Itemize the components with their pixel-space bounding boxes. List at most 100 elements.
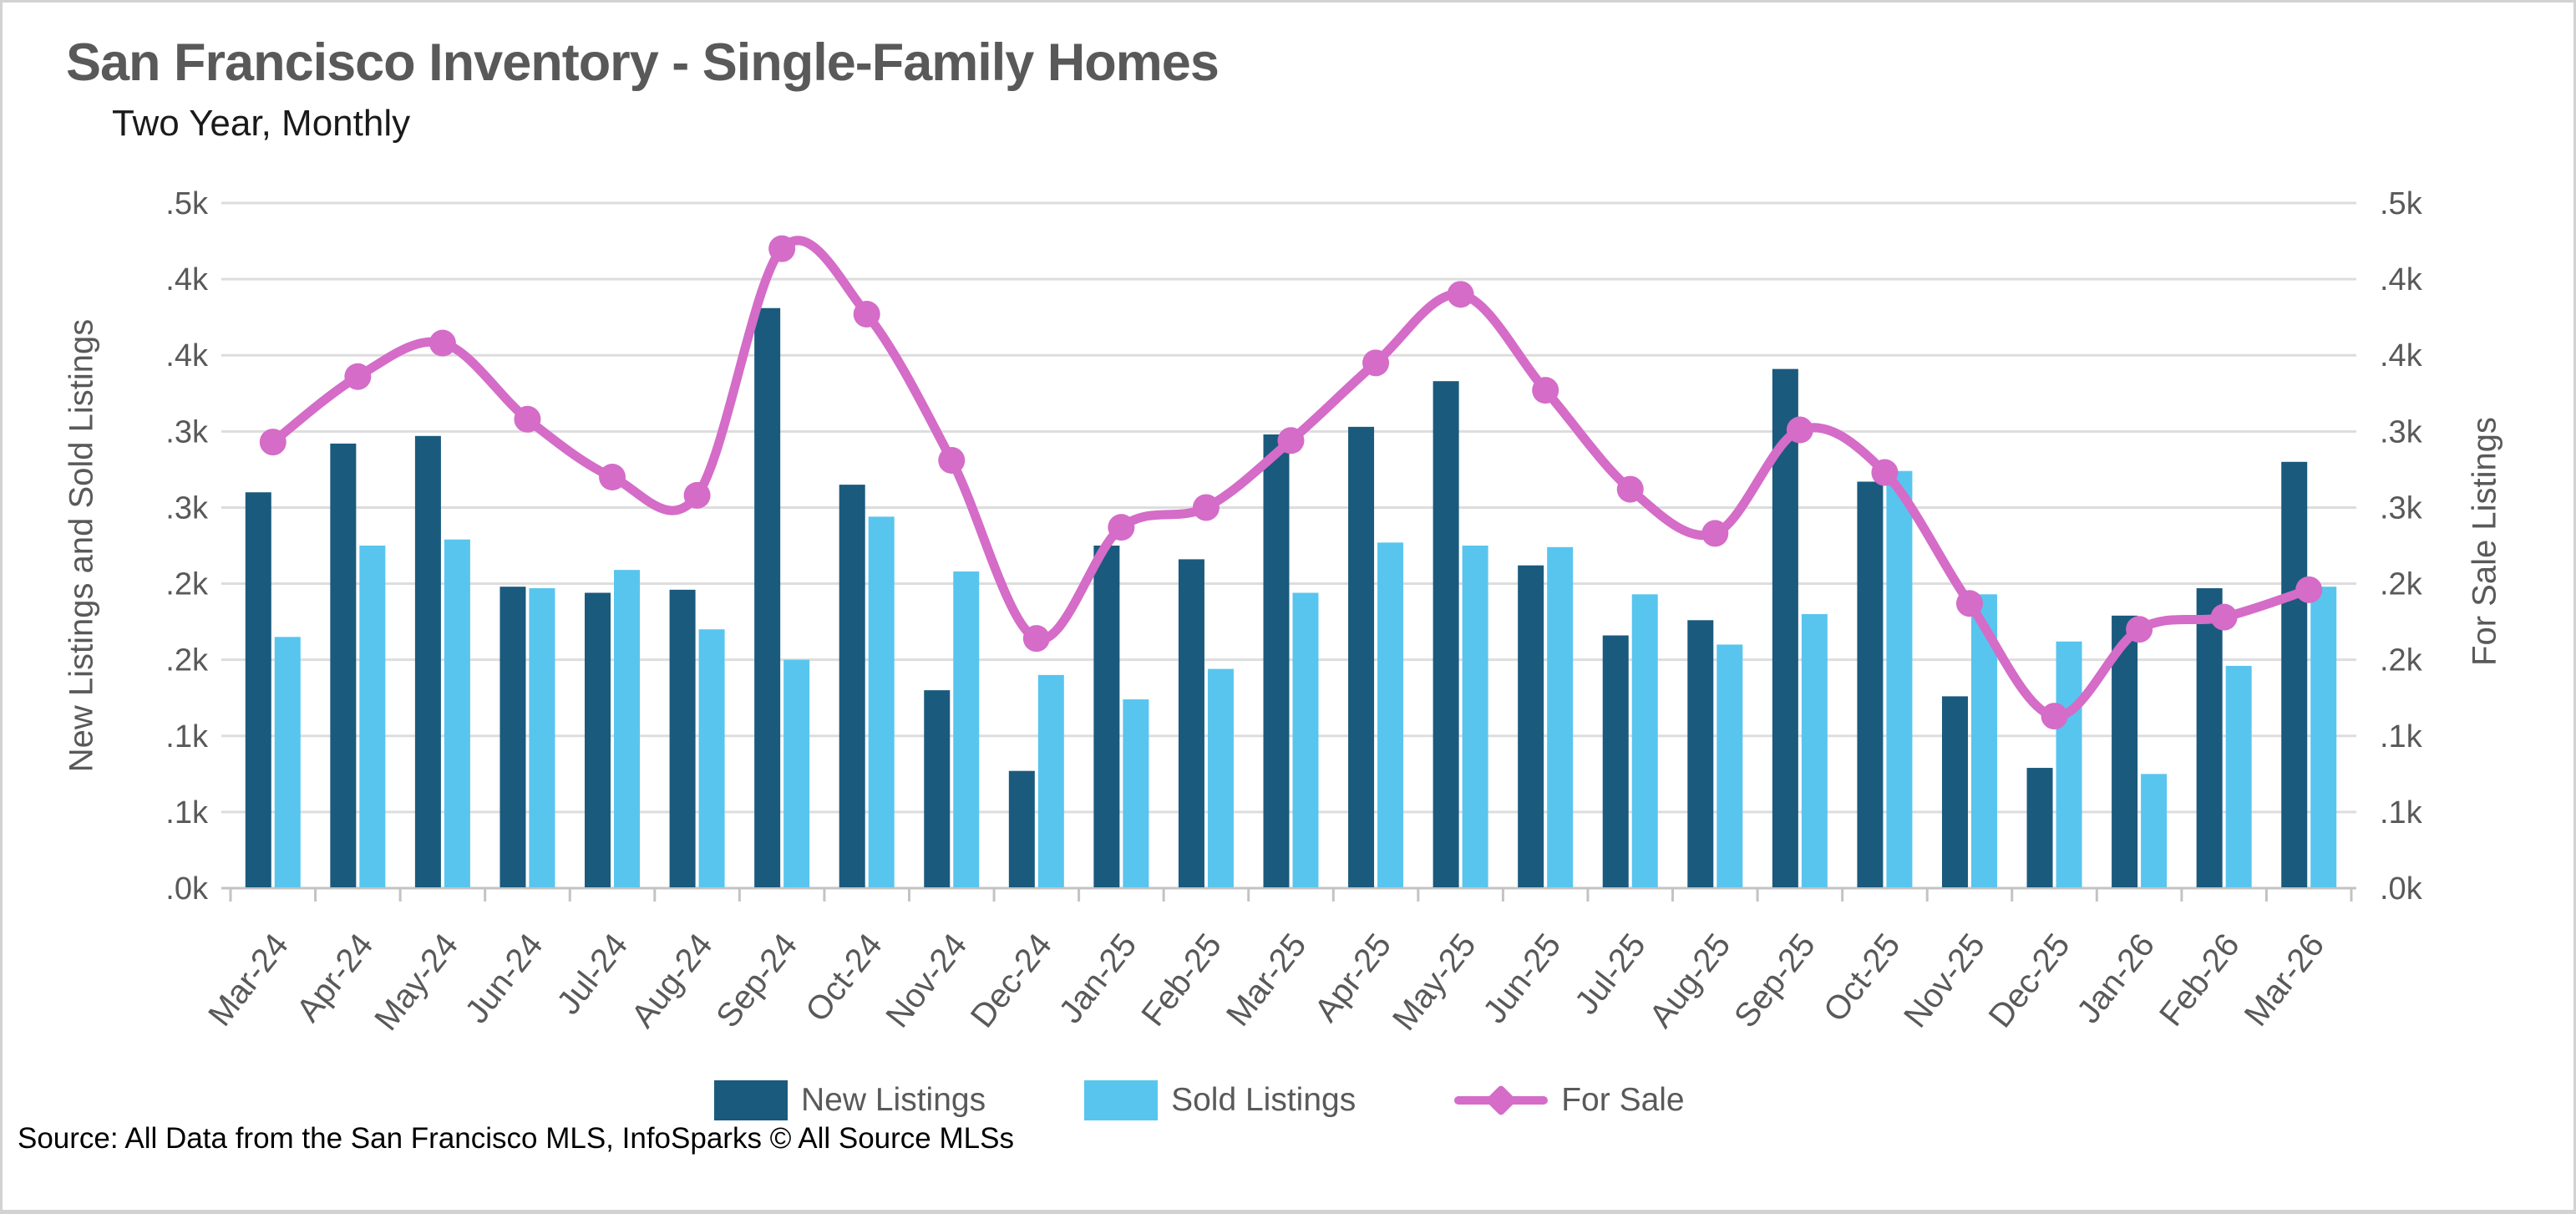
bar-new-listings	[1008, 770, 1035, 887]
bar-new-listings	[585, 592, 611, 887]
for-sale-point	[2295, 576, 2323, 603]
for-sale-point	[1108, 514, 1135, 541]
x-tick-label: Feb-26	[2153, 927, 2247, 1033]
for-sale-point	[853, 301, 880, 328]
bar-new-listings	[1178, 559, 1204, 887]
x-tick-label: Jan-25	[1052, 927, 1143, 1029]
y-tick-label-left: .3k	[165, 414, 209, 450]
y-tick-label-right: .2k	[2380, 567, 2423, 602]
x-tick-label: Mar-24	[201, 927, 296, 1033]
y-tick-label-left: .1k	[165, 795, 209, 830]
for-sale-point	[1022, 625, 1050, 653]
x-tick-label: Jun-25	[1476, 927, 1568, 1029]
y-tick-label-left: .2k	[165, 643, 209, 678]
page-subtitle: Two Year, Monthly	[112, 103, 411, 144]
for-sale-point	[1532, 377, 1559, 404]
legend-label-sold-listings: Sold Listings	[1171, 1082, 1356, 1118]
x-tick-label: Oct-24	[799, 927, 890, 1029]
bar-sold-listings	[529, 588, 555, 887]
bar-sold-listings	[1886, 470, 1913, 887]
x-tick-label: May-24	[368, 927, 465, 1037]
x-tick-label: Nov-24	[879, 927, 974, 1034]
for-sale-point	[514, 405, 541, 433]
bar-new-listings	[2196, 588, 2223, 887]
legend-label-for-sale: For Sale	[1561, 1082, 1685, 1118]
new-listings-swatch-icon	[714, 1080, 788, 1120]
bar-sold-listings	[868, 516, 895, 887]
legend-item-sold-listings: Sold Listings	[1084, 1080, 1356, 1120]
bar-sold-listings	[1716, 644, 1743, 887]
x-tick-label: Mar-26	[2238, 927, 2332, 1033]
bar-sold-listings	[444, 539, 470, 887]
bar-sold-listings	[1377, 542, 1404, 887]
source-text: Source: All Data from the San Francisco …	[18, 1122, 1014, 1155]
y-tick-label-right: .5k	[2380, 186, 2423, 221]
bar-sold-listings	[1547, 546, 1574, 887]
legend-label-new-listings: New Listings	[801, 1082, 986, 1118]
x-tick-label: Jul-24	[550, 927, 635, 1021]
for-sale-point	[1362, 349, 1390, 377]
bar-sold-listings	[1123, 699, 1149, 887]
bar-sold-listings	[2310, 587, 2337, 887]
bar-new-listings	[2281, 461, 2308, 887]
y-tick-label-left: .4k	[165, 338, 209, 373]
bar-sold-listings	[2141, 774, 2168, 887]
bar-sold-listings	[614, 570, 641, 887]
for-sale-point	[344, 363, 372, 390]
for-sale-point	[2041, 703, 2068, 730]
bar-sold-listings	[698, 629, 725, 887]
for-sale-point	[1786, 416, 1813, 444]
bar-sold-listings	[2056, 641, 2082, 887]
bar-new-listings	[839, 485, 865, 887]
x-tick-label: Jan-26	[2070, 927, 2162, 1029]
y-tick-label-right: .3k	[2380, 490, 2423, 526]
x-tick-label: Mar-25	[1220, 927, 1314, 1033]
for-sale-point	[2126, 616, 2153, 643]
x-tick-label: Nov-25	[1897, 927, 1992, 1034]
y-tick-label-right: .2k	[2380, 643, 2423, 678]
bar-sold-listings	[953, 571, 980, 887]
y-tick-label-left: .3k	[165, 490, 209, 526]
for-sale-point	[428, 329, 456, 357]
for-sale-point	[1871, 459, 1899, 486]
y-tick-label-right: .3k	[2380, 414, 2423, 450]
bar-new-listings	[1518, 565, 1544, 887]
for-sale-point	[1447, 281, 1474, 308]
bar-sold-listings	[1631, 594, 1658, 887]
bar-new-listings	[1263, 434, 1290, 887]
bar-new-listings	[669, 589, 696, 887]
x-tick-label: Sep-24	[709, 927, 804, 1034]
y-tick-label-left: .1k	[165, 719, 209, 754]
for-sale-point	[1277, 427, 1305, 455]
bar-sold-listings	[783, 659, 810, 887]
for-sale-point	[1616, 475, 1644, 503]
x-tick-label: Apr-24	[290, 927, 381, 1029]
bar-new-listings	[245, 492, 271, 887]
page-title: San Francisco Inventory - Single-Family …	[66, 33, 1220, 92]
bar-new-listings	[414, 435, 441, 887]
x-tick-label: Jun-24	[459, 927, 550, 1029]
bar-sold-listings	[2225, 665, 2252, 887]
for-sale-line-marker-icon	[1454, 1084, 1549, 1117]
bar-sold-listings	[1462, 546, 1488, 887]
x-tick-label: Jul-25	[1568, 927, 1653, 1021]
legend-item-new-listings: New Listings	[714, 1080, 986, 1120]
bar-new-listings	[1857, 481, 1884, 887]
bar-sold-listings	[1292, 592, 1319, 887]
for-sale-point	[1955, 590, 1983, 617]
y-tick-label-left: .4k	[165, 262, 209, 297]
x-tick-label: Oct-25	[1817, 927, 1908, 1029]
bar-new-listings	[1093, 546, 1120, 887]
bar-new-listings	[1687, 620, 1714, 887]
y-tick-label-left: .2k	[165, 567, 209, 602]
x-tick-label: Dec-24	[964, 927, 1059, 1034]
bar-new-listings	[2026, 768, 2053, 887]
sold-listings-swatch-icon	[1084, 1080, 1159, 1120]
for-sale-point	[259, 429, 287, 456]
for-sale-line	[268, 236, 2314, 721]
bar-new-listings	[924, 690, 951, 887]
bar-new-listings	[754, 307, 781, 887]
y-tick-label-right: .4k	[2380, 338, 2423, 373]
for-sale-point	[768, 235, 796, 262]
